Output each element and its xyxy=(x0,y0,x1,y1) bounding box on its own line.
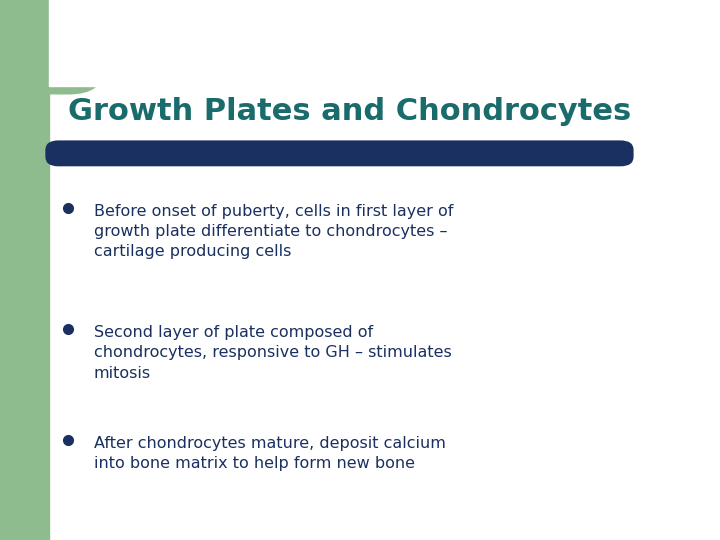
Bar xyxy=(0,0,49,540)
FancyBboxPatch shape xyxy=(45,140,634,166)
Text: After chondrocytes mature, deposit calcium
into bone matrix to help form new bon: After chondrocytes mature, deposit calci… xyxy=(94,436,446,471)
Text: Growth Plates and Chondrocytes: Growth Plates and Chondrocytes xyxy=(68,97,631,126)
Text: Before onset of puberty, cells in first layer of
growth plate differentiate to c: Before onset of puberty, cells in first … xyxy=(94,204,453,259)
Bar xyxy=(94,0,720,86)
Bar xyxy=(49,0,720,86)
Text: Second layer of plate composed of
chondrocytes, responsive to GH – stimulates
mi: Second layer of plate composed of chondr… xyxy=(94,325,451,381)
FancyBboxPatch shape xyxy=(0,0,104,94)
